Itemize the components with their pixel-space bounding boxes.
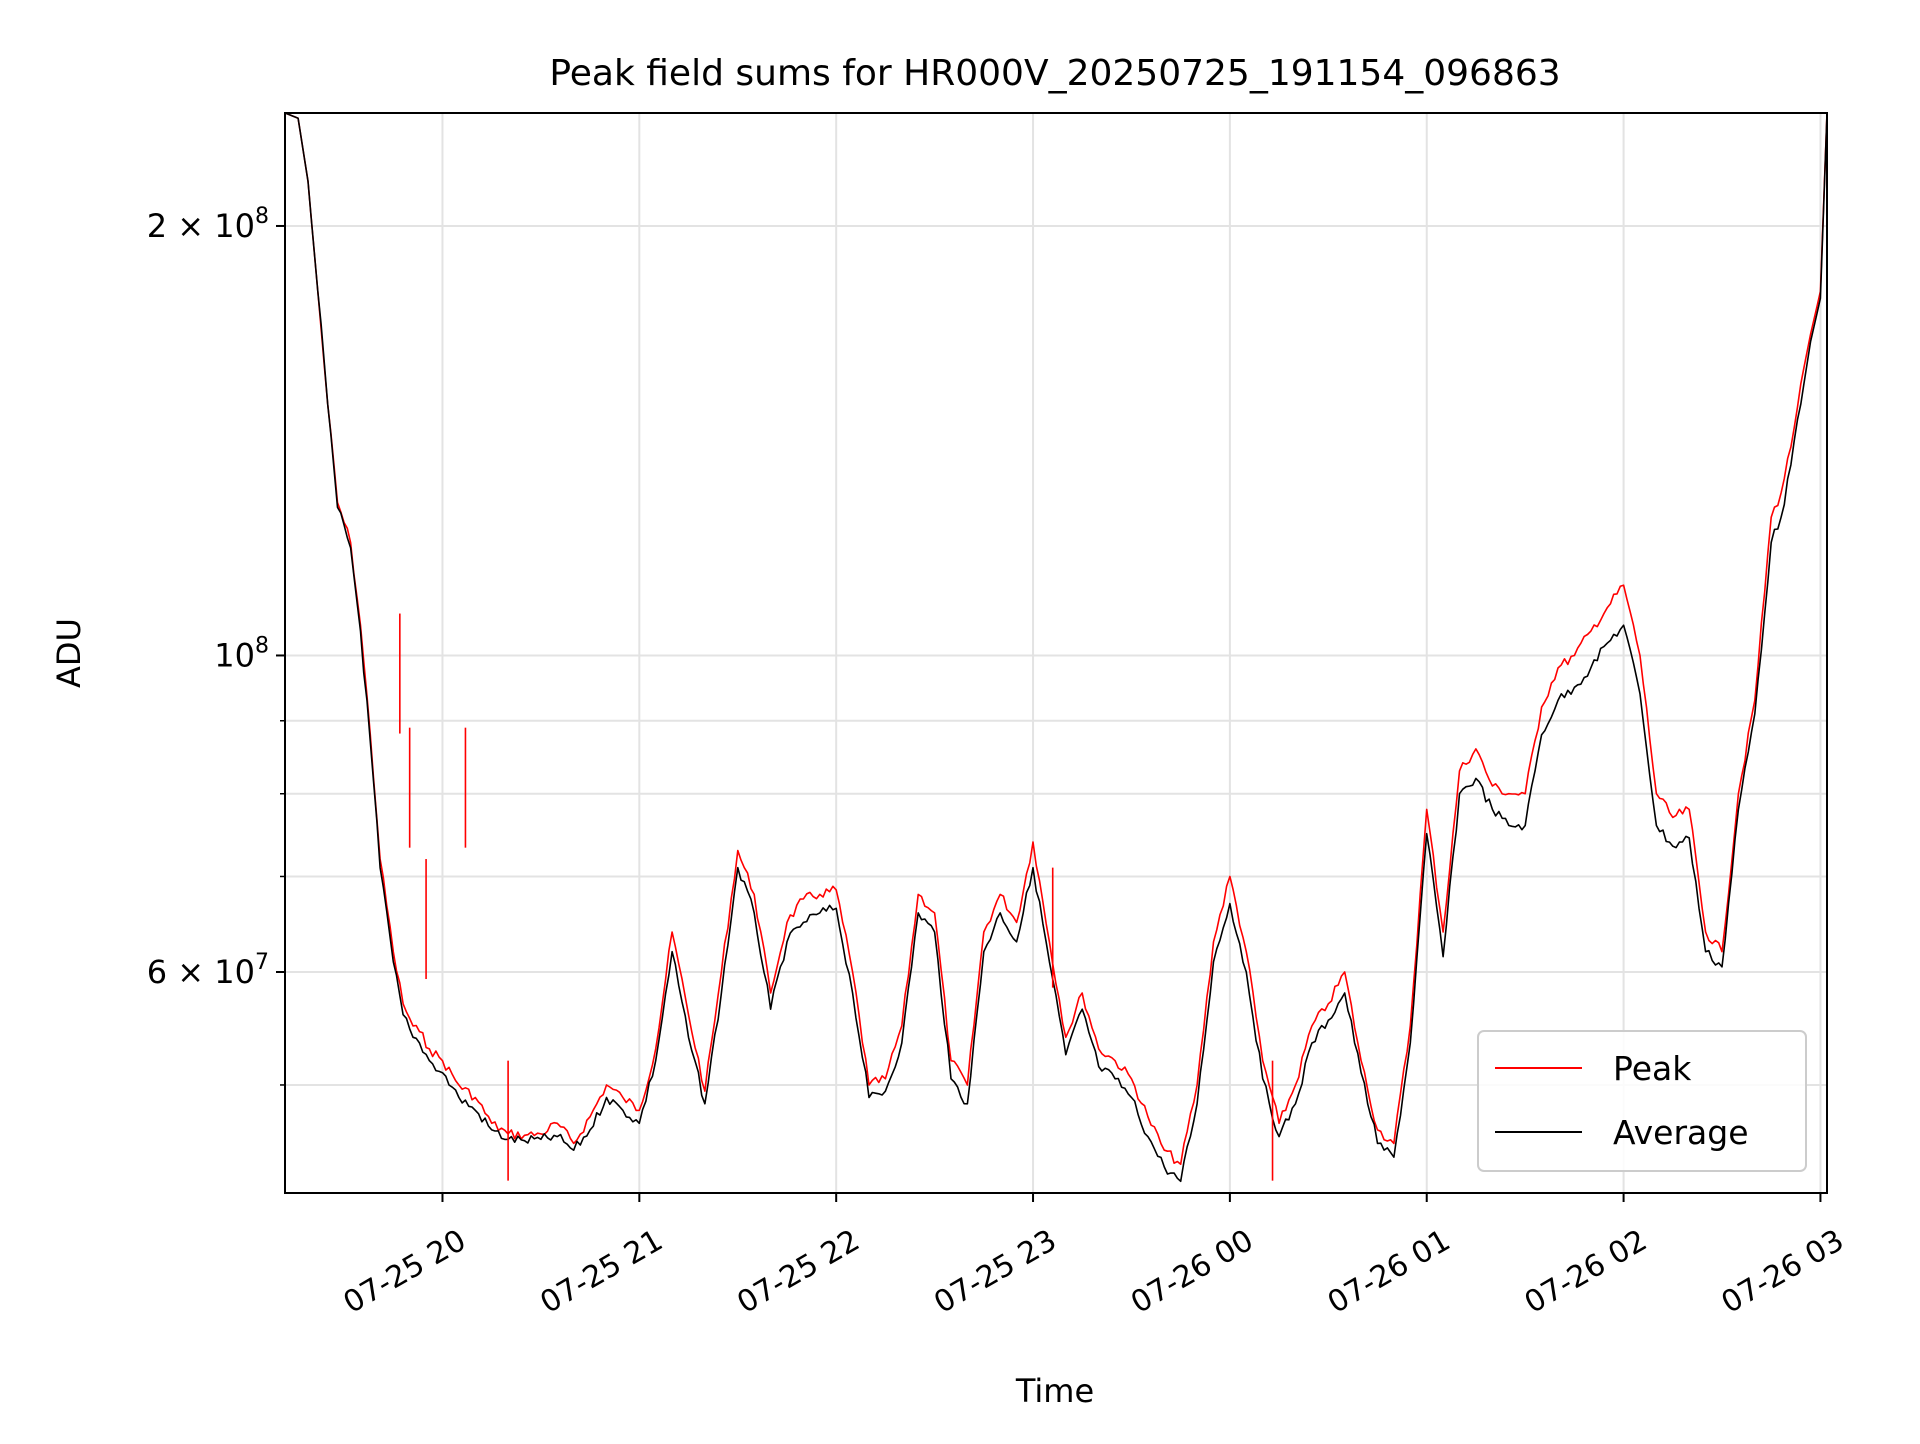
y-tick-label: 6 × 107 bbox=[147, 950, 269, 991]
series-line-peak bbox=[284, 112, 1828, 1165]
y-axis-ticks: 108 2 × 108 6 × 107 bbox=[147, 204, 285, 1086]
chart-title: Peak field sums for HR000V_20250725_1911… bbox=[549, 53, 1560, 94]
series-lines bbox=[284, 112, 1828, 1183]
y-tick-label: 108 bbox=[214, 633, 269, 674]
series-line-average bbox=[284, 112, 1828, 1183]
x-tick-label: 07-26 01 bbox=[1322, 1223, 1456, 1321]
x-tick-label: 07-25 20 bbox=[338, 1223, 472, 1321]
x-tick-label: 07-26 00 bbox=[1125, 1223, 1259, 1321]
y-axis-label: ADU bbox=[50, 618, 88, 688]
legend-label-average: Average bbox=[1613, 1113, 1749, 1152]
plot-area-frame bbox=[284, 112, 1828, 1194]
x-tick-label: 07-25 23 bbox=[928, 1223, 1062, 1321]
y-tick-label: 2 × 108 bbox=[147, 204, 269, 245]
legend: Peak Average bbox=[1477, 1030, 1807, 1172]
legend-label-peak: Peak bbox=[1613, 1049, 1692, 1088]
x-axis-ticks: 07-25 20 07-25 21 07-25 22 07-25 23 07-26 00… bbox=[338, 1193, 1850, 1321]
x-tick-label: 07-26 03 bbox=[1716, 1223, 1850, 1321]
x-tick-label: 07-25 22 bbox=[731, 1223, 865, 1321]
x-tick-label: 07-26 02 bbox=[1519, 1223, 1653, 1321]
x-tick-label: 07-25 21 bbox=[535, 1223, 669, 1321]
legend-box bbox=[1477, 1030, 1807, 1172]
x-axis-label: Time bbox=[1015, 1372, 1094, 1410]
grid-lines bbox=[285, 113, 1827, 1193]
